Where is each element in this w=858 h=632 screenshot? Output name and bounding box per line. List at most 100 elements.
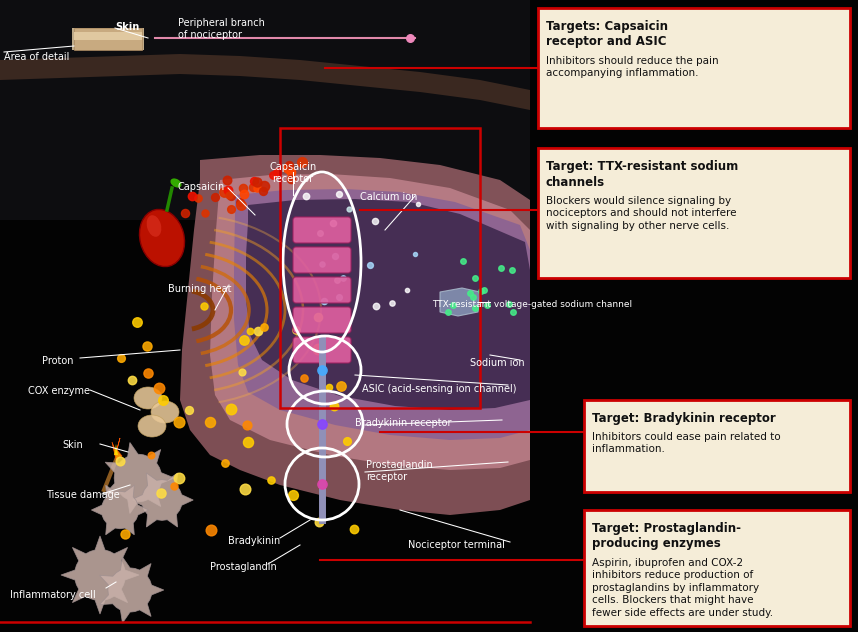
Bar bbox=[74, 28, 142, 50]
Point bbox=[257, 181, 270, 191]
Text: TTX-resistant voltage-gated sodium channel: TTX-resistant voltage-gated sodium chann… bbox=[432, 300, 632, 309]
Polygon shape bbox=[440, 288, 480, 316]
Text: Skin: Skin bbox=[115, 22, 139, 32]
Point bbox=[347, 524, 360, 534]
FancyBboxPatch shape bbox=[538, 8, 850, 128]
Point bbox=[224, 204, 238, 214]
Point bbox=[264, 475, 278, 485]
Point bbox=[403, 33, 417, 43]
Point bbox=[183, 405, 196, 415]
Point bbox=[284, 167, 298, 177]
Point bbox=[113, 456, 127, 466]
Point bbox=[315, 419, 329, 429]
Point bbox=[299, 191, 313, 201]
Text: Peripheral branch
of nociceptor: Peripheral branch of nociceptor bbox=[178, 18, 265, 40]
Point bbox=[315, 259, 329, 269]
Point bbox=[219, 458, 233, 468]
Text: Capsaicin: Capsaicin bbox=[178, 182, 226, 192]
Text: Skin: Skin bbox=[62, 440, 82, 450]
Point bbox=[408, 248, 422, 258]
FancyBboxPatch shape bbox=[293, 247, 351, 273]
Point bbox=[468, 303, 481, 313]
Point bbox=[332, 291, 346, 301]
Text: Sodium ion: Sodium ion bbox=[470, 358, 524, 368]
Polygon shape bbox=[112, 438, 122, 460]
Text: Bradykinin: Bradykinin bbox=[228, 536, 281, 546]
Ellipse shape bbox=[147, 216, 161, 237]
Point bbox=[333, 189, 347, 199]
Point bbox=[336, 273, 350, 283]
Point bbox=[208, 191, 222, 202]
Text: Nociceptor terminal: Nociceptor terminal bbox=[408, 540, 505, 550]
Text: Area of detail: Area of detail bbox=[4, 52, 69, 62]
Point bbox=[400, 285, 414, 295]
Point bbox=[411, 199, 425, 209]
Point bbox=[185, 191, 199, 201]
Point bbox=[363, 260, 377, 270]
Point bbox=[340, 436, 353, 446]
FancyBboxPatch shape bbox=[293, 307, 351, 333]
Point bbox=[156, 396, 170, 406]
Polygon shape bbox=[180, 155, 530, 515]
Ellipse shape bbox=[138, 415, 166, 437]
Polygon shape bbox=[106, 442, 174, 513]
Text: ASIC (acid-sensing ion channel): ASIC (acid-sensing ion channel) bbox=[362, 384, 517, 394]
Polygon shape bbox=[100, 557, 164, 623]
Bar bbox=[74, 32, 142, 40]
Point bbox=[172, 416, 186, 427]
Point bbox=[313, 228, 327, 238]
Point bbox=[326, 218, 340, 228]
Point bbox=[235, 367, 249, 377]
Text: Inhibitors could ease pain related to
inflammation.: Inhibitors could ease pain related to in… bbox=[592, 432, 781, 454]
Polygon shape bbox=[210, 174, 530, 470]
Bar bbox=[72, 28, 144, 50]
Point bbox=[480, 300, 494, 310]
FancyBboxPatch shape bbox=[293, 277, 351, 303]
Point bbox=[311, 312, 324, 322]
Point bbox=[240, 420, 254, 430]
Text: Burning heat: Burning heat bbox=[168, 284, 232, 294]
Point bbox=[281, 163, 294, 173]
Point bbox=[247, 176, 261, 186]
Point bbox=[474, 286, 487, 296]
Point bbox=[224, 403, 238, 413]
Point bbox=[198, 208, 212, 218]
Point bbox=[225, 191, 239, 201]
Point bbox=[502, 299, 516, 309]
Point bbox=[167, 482, 181, 492]
Point bbox=[221, 175, 234, 185]
Point bbox=[477, 286, 491, 296]
Polygon shape bbox=[130, 473, 193, 527]
Point bbox=[130, 317, 144, 327]
Point bbox=[334, 380, 347, 391]
Polygon shape bbox=[61, 536, 139, 614]
Point bbox=[369, 216, 383, 226]
Point bbox=[141, 368, 154, 378]
Bar bbox=[280, 128, 480, 408]
Ellipse shape bbox=[140, 209, 184, 267]
Point bbox=[505, 264, 519, 274]
Point bbox=[341, 204, 355, 214]
FancyBboxPatch shape bbox=[584, 400, 850, 492]
Point bbox=[237, 334, 251, 344]
Text: Target: TTX-resistant sodium
channels: Target: TTX-resistant sodium channels bbox=[546, 160, 738, 188]
Point bbox=[281, 161, 295, 171]
Point bbox=[284, 174, 298, 184]
Point bbox=[243, 326, 257, 336]
Point bbox=[154, 488, 167, 498]
Point bbox=[289, 325, 303, 335]
Point bbox=[315, 365, 329, 375]
Point bbox=[297, 373, 311, 383]
Point bbox=[125, 375, 139, 386]
Point bbox=[144, 449, 158, 459]
Point bbox=[468, 273, 482, 283]
Point bbox=[317, 296, 331, 307]
Point bbox=[494, 262, 508, 272]
Point bbox=[270, 167, 284, 177]
Text: Inflammatory cell: Inflammatory cell bbox=[10, 590, 96, 600]
Point bbox=[204, 525, 218, 535]
Point bbox=[241, 437, 255, 447]
Point bbox=[251, 183, 264, 193]
Point bbox=[190, 193, 204, 203]
Point bbox=[330, 276, 344, 286]
